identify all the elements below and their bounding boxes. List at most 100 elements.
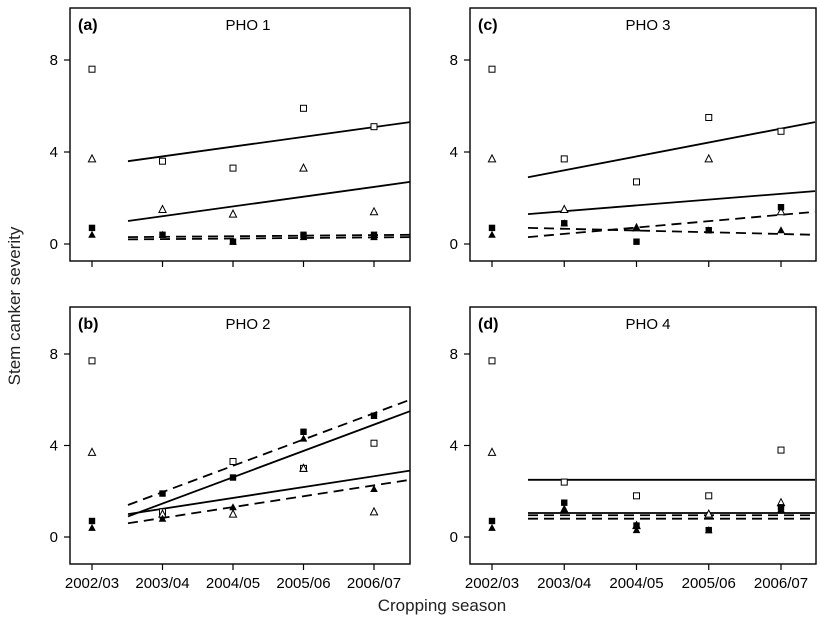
y-tick-label: 4 bbox=[50, 438, 58, 455]
point-filled-triangle bbox=[704, 526, 713, 534]
point-open-square bbox=[300, 104, 307, 112]
x-tick-label: 2002/03 bbox=[465, 575, 519, 592]
point-open-square bbox=[229, 458, 237, 466]
point-open-square bbox=[705, 492, 713, 500]
x-tick-label: 2006/07 bbox=[347, 575, 401, 592]
panel-c: 0 4 8 (c) PHO 3 bbox=[450, 7, 817, 267]
panel-frame bbox=[69, 306, 411, 565]
panel-label: (d) bbox=[478, 316, 498, 333]
x-tick-label: 2003/04 bbox=[537, 575, 591, 592]
point-open-square bbox=[229, 164, 237, 172]
point-filled-triangle bbox=[158, 230, 167, 238]
y-tick-label: 0 bbox=[450, 236, 458, 253]
panel-frame bbox=[69, 7, 411, 262]
point-open-square bbox=[560, 478, 568, 486]
point-open-triangle bbox=[704, 509, 714, 518]
point-filled-square bbox=[370, 412, 378, 419]
point-open-triangle bbox=[704, 153, 714, 163]
point-open-triangle bbox=[87, 153, 97, 163]
y-tick-label: 0 bbox=[450, 529, 458, 546]
point-filled-square bbox=[159, 490, 166, 497]
point-open-square bbox=[488, 357, 496, 365]
regression-line-solid bbox=[127, 181, 411, 222]
point-filled-triangle bbox=[88, 230, 96, 238]
point-open-triangle bbox=[228, 209, 238, 218]
point-filled-triangle bbox=[370, 484, 378, 492]
regression-line-dashed bbox=[127, 236, 411, 241]
panel-title: PHO 2 bbox=[225, 316, 270, 333]
point-filled-triangle bbox=[299, 233, 308, 241]
panel-title: PHO 4 bbox=[625, 316, 670, 333]
point-open-square bbox=[560, 155, 568, 163]
point-filled-triangle bbox=[777, 226, 785, 234]
point-open-triangle bbox=[87, 447, 97, 456]
point-open-square bbox=[88, 357, 96, 365]
point-filled-triangle bbox=[229, 503, 237, 511]
regression-line-dashed bbox=[127, 398, 411, 506]
panel-frame bbox=[469, 7, 817, 262]
point-filled-square bbox=[633, 238, 640, 245]
point-open-square bbox=[88, 65, 96, 73]
point-filled-square bbox=[300, 428, 307, 435]
panel-title: PHO 3 bbox=[625, 17, 670, 34]
point-open-triangle bbox=[776, 206, 786, 216]
y-tick-label: 0 bbox=[50, 529, 58, 546]
y-tick-label: 8 bbox=[450, 346, 458, 363]
x-tick-label: 2004/05 bbox=[609, 575, 663, 592]
point-filled-triangle bbox=[299, 434, 308, 442]
panel-d: 0 4 8 2002/03 2003/04 2004/05 2005/06 2006/07 (d… bbox=[450, 306, 817, 592]
point-filled-triangle bbox=[632, 526, 641, 534]
panel-label: (c) bbox=[478, 17, 498, 34]
x-tick-label: 2004/05 bbox=[206, 575, 260, 592]
point-filled-triangle bbox=[632, 223, 641, 231]
point-filled-triangle bbox=[777, 505, 785, 513]
point-open-triangle bbox=[228, 509, 238, 518]
panel-label: (a) bbox=[78, 17, 98, 34]
point-filled-triangle bbox=[488, 523, 496, 531]
point-filled-triangle bbox=[488, 230, 496, 238]
point-filled-square bbox=[229, 474, 237, 481]
x-tick-label: 2006/07 bbox=[754, 575, 808, 592]
point-filled-triangle bbox=[704, 226, 713, 234]
point-filled-square bbox=[561, 499, 568, 506]
regression-line-solid bbox=[127, 410, 411, 518]
point-filled-square bbox=[88, 224, 96, 232]
x-tick-label: 2002/03 bbox=[65, 575, 119, 592]
point-open-square bbox=[705, 114, 713, 121]
point-open-triangle bbox=[299, 163, 308, 172]
regression-line-dashed bbox=[127, 233, 411, 238]
regression-line-solid bbox=[527, 121, 816, 179]
x-tick-label: 2005/06 bbox=[276, 575, 330, 592]
point-filled-triangle bbox=[88, 523, 96, 531]
point-open-triangle bbox=[559, 204, 569, 213]
point-open-square bbox=[777, 446, 785, 454]
point-open-square bbox=[370, 123, 378, 131]
point-open-triangle bbox=[369, 206, 379, 216]
point-filled-square bbox=[88, 517, 96, 525]
y-tick-label: 0 bbox=[50, 236, 58, 253]
point-filled-square bbox=[777, 204, 785, 211]
point-open-square bbox=[370, 439, 378, 447]
point-open-square bbox=[777, 127, 785, 135]
point-open-triangle bbox=[158, 204, 167, 213]
regression-line-solid bbox=[527, 190, 816, 215]
x-tick-label: 2005/06 bbox=[682, 575, 736, 592]
panel-b: 0 4 8 2002/03 2003/04 2004/05 2005/06 2006/07 (b… bbox=[50, 306, 411, 592]
panel-a: 0 4 8 (a) PHO 1 bbox=[50, 7, 411, 267]
point-filled-square bbox=[488, 224, 496, 232]
regression-line-solid bbox=[127, 121, 411, 163]
point-open-triangle bbox=[487, 447, 497, 456]
y-axis-label: Stem canker severity bbox=[5, 226, 24, 385]
y-tick-label: 8 bbox=[50, 346, 58, 363]
x-tick-label: 2003/04 bbox=[135, 575, 189, 592]
point-filled-triangle bbox=[560, 505, 569, 513]
x-axis-label: Cropping season bbox=[378, 596, 507, 615]
point-filled-triangle bbox=[560, 219, 569, 227]
point-filled-triangle bbox=[158, 514, 167, 522]
point-filled-square bbox=[633, 522, 640, 529]
point-open-triangle bbox=[299, 463, 308, 472]
panel-title: PHO 1 bbox=[225, 17, 270, 34]
point-filled-triangle bbox=[229, 237, 237, 245]
panel-label: (b) bbox=[78, 316, 98, 333]
